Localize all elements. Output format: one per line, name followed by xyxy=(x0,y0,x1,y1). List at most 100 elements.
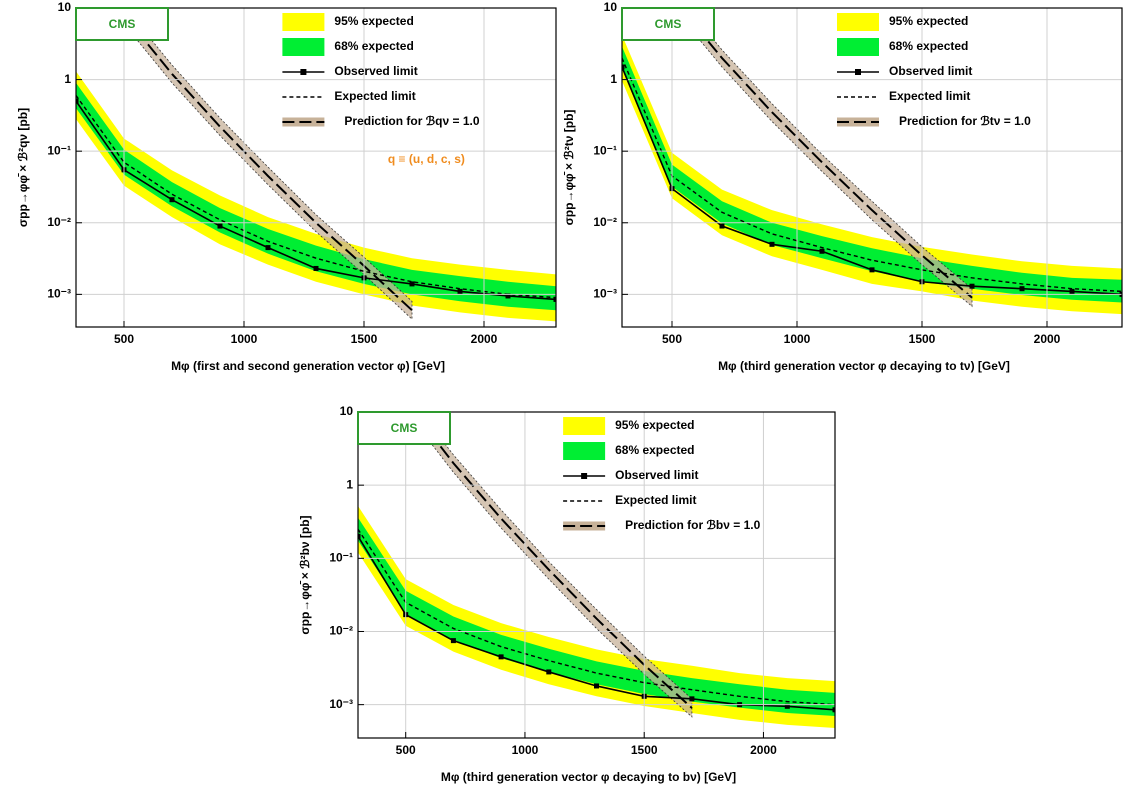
legend-swatch xyxy=(282,38,325,56)
observed-marker xyxy=(450,638,456,644)
legend-label: 95% expected xyxy=(889,14,968,28)
cms-box xyxy=(621,7,715,41)
legend-swatch xyxy=(837,13,879,31)
x-tick-label: 500 xyxy=(662,332,682,346)
x-tick-label: 2000 xyxy=(750,743,777,757)
y-tick-label: 10⁻¹ xyxy=(329,550,353,564)
cms-label: CMS xyxy=(391,421,418,435)
x-tick-label: 1000 xyxy=(784,332,811,346)
x-tick-label: 1000 xyxy=(231,332,258,346)
x-tick-label: 500 xyxy=(114,332,134,346)
y-tick-label: 10⁻² xyxy=(593,215,617,229)
observed-marker xyxy=(1069,288,1075,294)
legend-label: 95% expected xyxy=(615,418,694,432)
x-tick-label: 1500 xyxy=(909,332,936,346)
observed-marker xyxy=(313,265,319,271)
legend-label: Expected limit xyxy=(889,89,970,103)
observed-marker xyxy=(409,281,415,287)
prediction-band xyxy=(406,412,693,718)
observed-marker xyxy=(769,241,775,247)
legend-swatch xyxy=(581,473,588,479)
observed-marker xyxy=(969,283,975,289)
x-tick-label: 1000 xyxy=(512,743,539,757)
expected-line xyxy=(76,95,556,299)
legend-label: Prediction for ℬtν = 1.0 xyxy=(899,114,1031,128)
legend-swatch xyxy=(300,69,307,75)
observed-marker xyxy=(622,64,625,70)
observed-marker xyxy=(169,197,175,203)
y-tick-label: 10⁻² xyxy=(329,624,353,638)
observed-marker xyxy=(832,707,835,713)
y-tick-label: 10⁻³ xyxy=(329,697,353,711)
y-axis-label: σpp→φφ̄ × ℬ²tν [pb] xyxy=(562,110,576,226)
x-tick-label: 1500 xyxy=(631,743,658,757)
y-tick-label: 1 xyxy=(346,477,353,491)
y-tick-label: 10 xyxy=(340,404,354,418)
observed-marker xyxy=(553,296,556,302)
x-tick-label: 2000 xyxy=(1034,332,1061,346)
legend-swatch xyxy=(282,13,325,31)
band xyxy=(76,82,556,311)
y-axis-label: σpp→φφ̄ × ℬ²bν [pb] xyxy=(298,515,312,634)
legend-label: 68% expected xyxy=(334,39,413,53)
prediction-line xyxy=(679,8,973,299)
y-tick-label: 10⁻² xyxy=(47,215,71,229)
legend-swatch xyxy=(563,417,606,435)
chart: 500 1000 1500 2000 10⁻³ 10⁻² 10⁻¹ 1 10 95% expect… xyxy=(16,0,557,373)
x-tick-label: 500 xyxy=(396,743,416,757)
x-axis-label: Mφ (first and second generation vector φ… xyxy=(171,359,445,373)
observed-marker xyxy=(217,223,223,229)
y-tick-label: 1 xyxy=(64,72,71,86)
band xyxy=(358,517,835,716)
legend-label: Observed limit xyxy=(889,64,972,78)
y-axis-label: σpp→φφ̄ × ℬ²qν [pb] xyxy=(16,108,30,227)
legend-label: Expected limit xyxy=(615,493,696,507)
observed-marker xyxy=(265,245,271,251)
cms-box xyxy=(75,7,169,41)
y-tick-label: 10⁻¹ xyxy=(593,143,617,157)
legend-label: 68% expected xyxy=(615,443,694,457)
y-tick-label: 10 xyxy=(604,0,618,14)
observed-marker xyxy=(546,669,552,675)
legend-label: Observed limit xyxy=(334,64,417,78)
plot-frame xyxy=(75,7,557,328)
observed-marker xyxy=(594,683,599,689)
prediction-band xyxy=(123,8,413,321)
observed-marker xyxy=(457,288,463,294)
observed-marker xyxy=(719,223,725,229)
x-tick-label: 1500 xyxy=(351,332,378,346)
x-axis-label: Mφ (third generation vector φ decaying t… xyxy=(441,770,736,784)
observed-marker xyxy=(1019,286,1025,292)
x-tick-label: 2000 xyxy=(471,332,498,346)
legend-label: Observed limit xyxy=(615,468,698,482)
observed-marker xyxy=(358,533,361,539)
y-tick-label: 10 xyxy=(58,0,72,14)
chart: 500 1000 1500 2000 10⁻³ 10⁻² 10⁻¹ 1 10 95% expect… xyxy=(562,0,1123,373)
y-tick-label: 10⁻³ xyxy=(593,287,617,301)
plot-area xyxy=(76,8,556,322)
band xyxy=(622,34,1122,315)
observed-marker xyxy=(784,703,790,709)
observed-marker xyxy=(498,654,504,660)
chart: 500 1000 1500 2000 10⁻³ 10⁻² 10⁻¹ 1 10 95% expect… xyxy=(298,404,836,784)
y-tick-label: 10⁻¹ xyxy=(47,143,71,157)
band xyxy=(358,505,835,728)
observed-marker xyxy=(819,248,825,254)
cms-box xyxy=(357,411,451,445)
observed-marker xyxy=(76,98,79,104)
legend-label: 95% expected xyxy=(334,14,413,28)
plot-frame xyxy=(621,7,1123,328)
cms-label: CMS xyxy=(109,17,136,31)
band xyxy=(622,46,1122,303)
legend-label: Prediction for ℬbν = 1.0 xyxy=(625,518,760,532)
cms-label: CMS xyxy=(655,17,682,31)
x-axis-label: Mφ (third generation vector φ decaying t… xyxy=(718,359,1010,373)
plot-area xyxy=(622,8,1122,315)
y-tick-label: 1 xyxy=(610,72,617,86)
annotation: q ≡ (u, d, c, s) xyxy=(388,152,465,166)
legend-label: Expected limit xyxy=(334,89,415,103)
legend-swatch xyxy=(563,442,606,460)
plot-frame xyxy=(357,411,836,739)
observed-marker xyxy=(689,696,695,702)
